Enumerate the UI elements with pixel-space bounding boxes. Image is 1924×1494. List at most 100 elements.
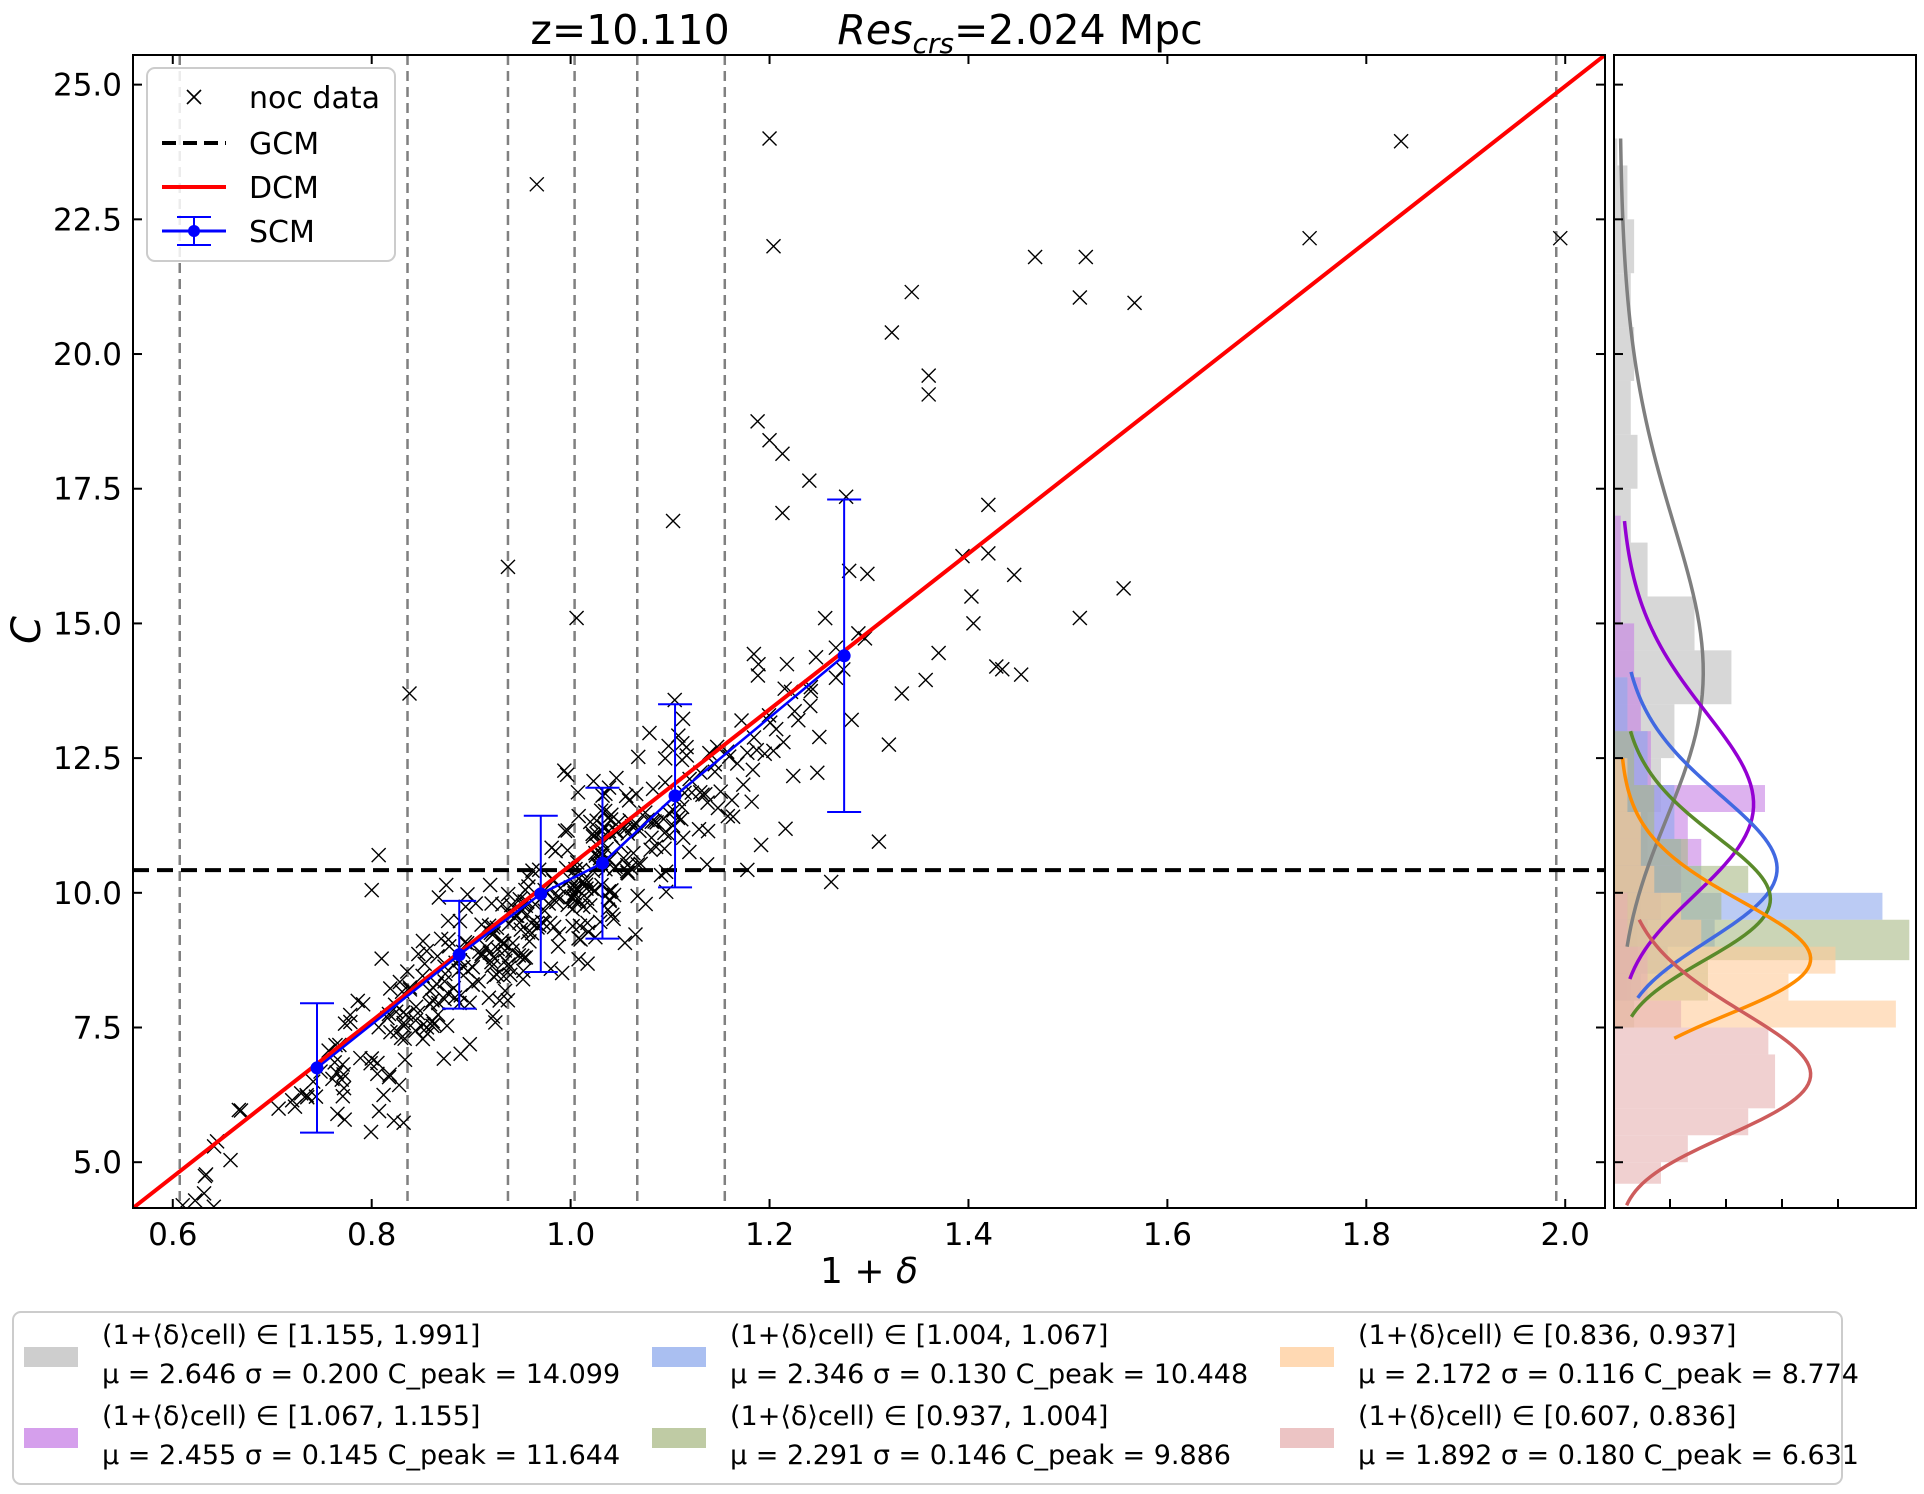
bin-legend-stats: μ = 2.455 σ = 0.145 C_peak = 11.644 bbox=[102, 1440, 620, 1471]
noc-data-point bbox=[355, 996, 371, 1012]
noc-data-point bbox=[620, 865, 636, 881]
scm-point bbox=[837, 649, 851, 663]
noc-data-point bbox=[564, 889, 580, 905]
noc-data-point bbox=[787, 703, 803, 719]
noc-data-point bbox=[382, 1024, 398, 1040]
noc-data-point bbox=[1116, 580, 1132, 596]
noc-data-point bbox=[560, 823, 576, 839]
bin-legend-swatch bbox=[652, 1428, 706, 1448]
bin-legend-items: (1+⟨δ⟩cell) ∈ [1.155, 1.991] μ = 2.646 σ … bbox=[24, 1320, 1859, 1471]
histogram-bar bbox=[1614, 1108, 1749, 1136]
noc-data-point bbox=[395, 1004, 411, 1020]
noc-data-point bbox=[980, 545, 996, 561]
noc-data-point bbox=[918, 672, 934, 688]
histogram-bar bbox=[1614, 1000, 1682, 1028]
noc-data-point bbox=[565, 918, 581, 934]
noc-data-point bbox=[735, 777, 751, 793]
noc-data-point bbox=[921, 386, 937, 402]
noc-data-point bbox=[424, 1018, 440, 1034]
noc-data-point bbox=[465, 959, 481, 975]
noc-data-point bbox=[484, 958, 500, 974]
noc-data-point bbox=[894, 685, 910, 701]
legend-label-dcm: DCM bbox=[249, 171, 319, 206]
x-tick-label: 0.8 bbox=[347, 1217, 396, 1253]
noc-data-point bbox=[567, 893, 583, 909]
lognormal-fit-curves bbox=[1618, 138, 1813, 1207]
series-legend-box bbox=[146, 67, 396, 262]
noc-data-point bbox=[371, 1103, 387, 1119]
noc-data-point bbox=[602, 884, 618, 900]
noc-data-point bbox=[308, 1089, 324, 1105]
noc-data-point bbox=[557, 823, 573, 839]
noc-data-point bbox=[422, 983, 438, 999]
noc-data-point bbox=[1393, 133, 1409, 149]
legend-item-gcm: GCM bbox=[162, 127, 319, 162]
noc-data-point bbox=[994, 661, 1010, 677]
noc-data-point bbox=[817, 610, 833, 626]
noc-data-point bbox=[963, 588, 979, 604]
noc-data-point bbox=[479, 939, 495, 955]
noc-data-point bbox=[1127, 295, 1143, 311]
noc-data-point bbox=[608, 770, 624, 786]
noc-data-point bbox=[859, 566, 875, 582]
noc-data-point bbox=[572, 918, 588, 934]
noc-data-point bbox=[713, 784, 729, 800]
noc-data-point bbox=[494, 896, 510, 912]
bin-legend-range: (1+⟨δ⟩cell) ∈ [0.607, 0.836] bbox=[1358, 1401, 1736, 1432]
noc-data-point bbox=[570, 784, 586, 800]
scm-point bbox=[595, 856, 609, 870]
noc-data-point bbox=[559, 767, 575, 783]
noc-data-point bbox=[396, 1115, 412, 1131]
noc-data-point bbox=[691, 821, 707, 837]
noc-data-point bbox=[679, 747, 695, 763]
noc-data-point bbox=[571, 808, 587, 824]
noc-data-point bbox=[551, 926, 567, 942]
noc-data-point bbox=[778, 821, 794, 837]
bin-legend-swatch bbox=[24, 1428, 78, 1448]
noc-data-point bbox=[408, 999, 424, 1015]
histogram-bar bbox=[1614, 569, 1621, 624]
noc-data-point bbox=[644, 814, 660, 830]
noc-data-point bbox=[569, 610, 585, 626]
noc-data-point bbox=[618, 788, 634, 804]
noc-data-point bbox=[790, 712, 806, 728]
noc-data-point bbox=[630, 888, 646, 904]
scm-point bbox=[534, 887, 548, 901]
bin-legend-swatch bbox=[1280, 1347, 1334, 1367]
fit-curve bbox=[1618, 138, 1706, 947]
noc-data-point bbox=[587, 929, 603, 945]
noc-data-point bbox=[425, 1013, 441, 1029]
noc-data-point bbox=[501, 960, 517, 976]
noc-data-point bbox=[965, 615, 981, 631]
bin-legend-range: (1+⟨δ⟩cell) ∈ [1.155, 1.991] bbox=[102, 1320, 480, 1351]
noc-data-point bbox=[206, 1199, 222, 1208]
x-tick-label: 2.0 bbox=[1541, 1217, 1590, 1253]
noc-data-point bbox=[534, 914, 550, 930]
y-tick-label: 15.0 bbox=[53, 606, 122, 642]
noc-data-point bbox=[386, 1113, 402, 1129]
bin-legend-range: (1+⟨δ⟩cell) ∈ [0.836, 0.937] bbox=[1358, 1320, 1736, 1351]
noc-data-point bbox=[305, 1074, 321, 1090]
y-tick-label: 10.0 bbox=[53, 876, 122, 912]
noc-data-point bbox=[396, 1018, 412, 1034]
noc-data-point bbox=[233, 1103, 249, 1119]
legend-label-scm: SCM bbox=[249, 215, 315, 250]
noc-data-point bbox=[750, 656, 766, 672]
noc-data-point bbox=[382, 981, 398, 997]
noc-data-point bbox=[762, 432, 778, 448]
y-tick-label: 17.5 bbox=[53, 472, 122, 508]
noc-data-point bbox=[439, 1018, 455, 1034]
noc-data-point bbox=[485, 1008, 501, 1024]
noc-data-point bbox=[580, 924, 596, 940]
noc-data-point bbox=[550, 938, 566, 954]
noc-data-point bbox=[518, 949, 534, 965]
noc-data-point bbox=[364, 1050, 380, 1066]
legend-item-dcm: DCM bbox=[162, 171, 319, 206]
noc-data-point bbox=[580, 956, 596, 972]
noc-data-point bbox=[645, 781, 661, 797]
noc-data-point bbox=[462, 1036, 478, 1052]
bin-legend-box bbox=[12, 1311, 1843, 1485]
noc-data-point bbox=[571, 951, 587, 967]
histogram-bar bbox=[1614, 327, 1635, 381]
